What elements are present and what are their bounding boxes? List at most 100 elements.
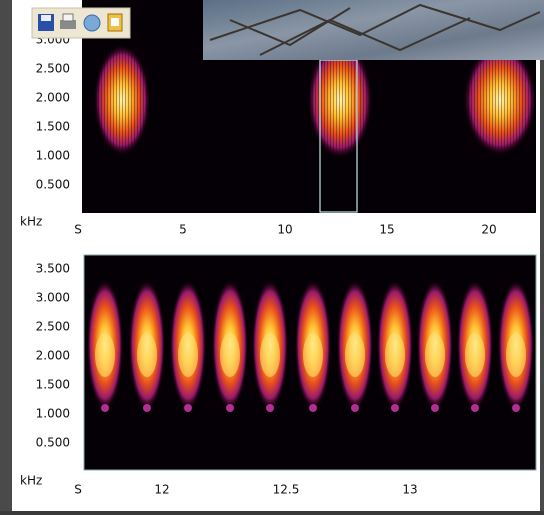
streak bbox=[366, 47, 367, 153]
y-tick-label: 2.000 bbox=[36, 349, 70, 363]
streak bbox=[519, 50, 520, 150]
streak bbox=[134, 50, 135, 150]
streak bbox=[507, 50, 508, 150]
streak bbox=[477, 50, 478, 150]
syllable-echo bbox=[309, 404, 317, 412]
streak bbox=[489, 50, 490, 150]
streak bbox=[339, 47, 340, 153]
streak bbox=[348, 47, 349, 153]
streak bbox=[351, 47, 352, 153]
branches bbox=[209, 3, 541, 56]
streak bbox=[98, 50, 99, 150]
streak bbox=[369, 47, 370, 153]
syllable-core bbox=[178, 333, 198, 377]
streak bbox=[480, 50, 481, 150]
syllable-core bbox=[465, 333, 485, 377]
x-tick-label: S bbox=[74, 223, 82, 237]
syllable-echo bbox=[471, 404, 479, 412]
streak bbox=[492, 50, 493, 150]
x-tick-label: 12.5 bbox=[273, 483, 300, 497]
streak bbox=[363, 47, 364, 153]
streak bbox=[483, 50, 484, 150]
y-tick-label: 1.000 bbox=[36, 149, 70, 163]
spectrogram-energy bbox=[87, 42, 536, 412]
streak bbox=[104, 50, 105, 150]
syllable-echo bbox=[184, 404, 192, 412]
streak bbox=[513, 50, 514, 150]
streak bbox=[498, 50, 499, 150]
streak bbox=[330, 47, 331, 153]
streak bbox=[119, 50, 120, 150]
streak bbox=[324, 47, 325, 153]
toolbar bbox=[31, 7, 131, 39]
syllable-core bbox=[425, 333, 445, 377]
streak bbox=[516, 50, 517, 150]
call-energy bbox=[464, 45, 536, 155]
syllable-echo bbox=[266, 404, 274, 412]
streak bbox=[137, 50, 138, 150]
x-tick-label: 12 bbox=[154, 483, 169, 497]
streak bbox=[531, 50, 532, 150]
streak bbox=[312, 47, 313, 153]
x-tick-label: 13 bbox=[402, 483, 417, 497]
streak bbox=[360, 47, 361, 153]
x-tick-label: S bbox=[74, 483, 82, 497]
x-tick-label: 10 bbox=[277, 223, 292, 237]
export-button[interactable] bbox=[83, 14, 101, 32]
streak bbox=[501, 50, 502, 150]
streak bbox=[110, 50, 111, 150]
streak bbox=[131, 50, 132, 150]
streak bbox=[327, 47, 328, 153]
y-tick-label: 2.500 bbox=[36, 320, 70, 334]
streak bbox=[510, 50, 511, 150]
syllable-core bbox=[303, 333, 323, 377]
syllable-echo bbox=[143, 404, 151, 412]
x-tick-label: 15 bbox=[379, 223, 394, 237]
streak bbox=[468, 50, 469, 150]
save-button[interactable] bbox=[38, 14, 54, 31]
y-tick-label: 1.500 bbox=[36, 120, 70, 134]
streak bbox=[116, 50, 117, 150]
streak bbox=[125, 50, 126, 150]
bird-photo bbox=[203, 0, 544, 60]
streak bbox=[495, 50, 496, 150]
syllable-core bbox=[137, 333, 157, 377]
streak bbox=[333, 47, 334, 153]
streak bbox=[342, 47, 343, 153]
syllable-core bbox=[95, 333, 115, 377]
y-tick-label: 3.500 bbox=[36, 262, 70, 276]
left-frame bbox=[0, 0, 12, 511]
y-unit-label: kHz bbox=[20, 474, 42, 488]
call-energy bbox=[308, 42, 372, 158]
call-energy bbox=[94, 45, 150, 155]
print-button[interactable] bbox=[60, 13, 76, 29]
y-tick-label: 0.500 bbox=[36, 178, 70, 192]
y-unit-label: kHz bbox=[20, 215, 42, 229]
copy-button[interactable] bbox=[107, 13, 123, 32]
streak bbox=[143, 50, 144, 150]
streak bbox=[474, 50, 475, 150]
y-tick-label: 2.000 bbox=[36, 91, 70, 105]
streak bbox=[528, 50, 529, 150]
x-tick-label: 20 bbox=[481, 223, 496, 237]
streak bbox=[504, 50, 505, 150]
streak bbox=[315, 47, 316, 153]
syllable-echo bbox=[512, 404, 520, 412]
y-tick-label: 2.500 bbox=[36, 62, 70, 76]
streak bbox=[107, 50, 108, 150]
y-tick-label: 3.000 bbox=[36, 291, 70, 305]
streak bbox=[345, 47, 346, 153]
right-frame bbox=[540, 0, 544, 511]
y-tick-label: 1.500 bbox=[36, 378, 70, 392]
syllable-echo bbox=[351, 404, 359, 412]
streak bbox=[318, 47, 319, 153]
streak bbox=[336, 47, 337, 153]
streak bbox=[354, 47, 355, 153]
syllable-echo bbox=[391, 404, 399, 412]
y-tick-label: 0.500 bbox=[36, 436, 70, 450]
syllable-core bbox=[220, 333, 240, 377]
x-tick-label: 5 bbox=[179, 223, 187, 237]
streak bbox=[128, 50, 129, 150]
